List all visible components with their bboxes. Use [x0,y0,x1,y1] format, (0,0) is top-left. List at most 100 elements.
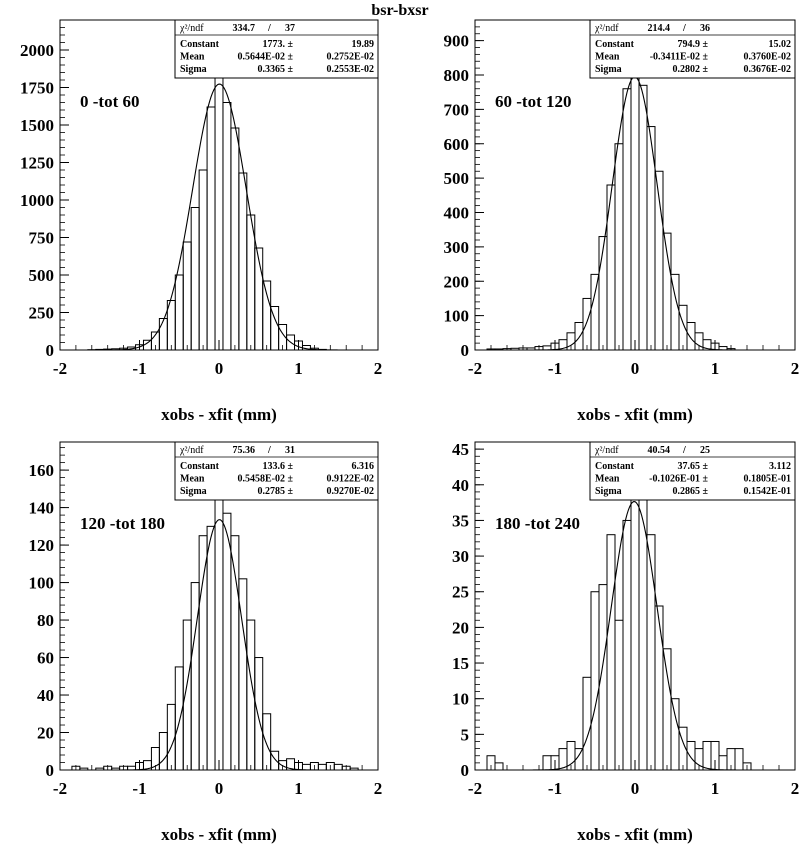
y-tick-label: 35 [452,511,469,530]
y-tick-label: 1750 [20,79,54,98]
y-tick-label: 80 [37,611,54,630]
stats-row-value: -0.1026E-01 ± [649,474,708,485]
stats-row-label: Constant [595,461,635,472]
y-tick-label: 5 [461,725,470,744]
x-tick-label: -2 [53,359,67,378]
stats-row-label: Sigma [595,486,622,497]
x-tick-label: -1 [548,779,562,798]
stats-chi2-separator: / [267,23,271,34]
y-tick-label: 700 [444,100,470,119]
x-tick-label: -2 [468,359,482,378]
x-tick-label: -1 [132,779,146,798]
stats-row-error: 0.1805E-01 [744,474,792,485]
histogram-bin [614,143,624,351]
gaussian-fit-curve [475,501,795,771]
stats-box [589,19,796,79]
histogram-panel: 0 100 200 300 400 500 600 700 800 900 -2 -1 0 1 2 xobs … [444,19,800,424]
x-tick-label: 0 [215,359,224,378]
stats-row-label: Sigma [180,486,207,497]
histogram-bin [686,740,696,771]
range-label: 0 -tot 60 [80,92,139,111]
histogram-bin [198,535,208,771]
stats-chi2-value: 40.54 [648,445,671,456]
y-tick-label: 40 [37,686,54,705]
x-tick-label: 2 [374,359,383,378]
histogram-bin [582,297,592,351]
stats-row-label: Sigma [595,64,622,75]
y-tick-label: 750 [29,229,55,248]
y-tick-label: 25 [452,583,469,602]
stats-row-label: Sigma [180,64,207,75]
x-axis-label: xobs - xfit (mm) [577,825,693,844]
histogram-bin [333,763,343,771]
stats-row-error: 0.2553E-02 [327,64,375,75]
histogram-bin [262,280,272,351]
histogram-bin [630,53,640,351]
range-label: 180 -tot 240 [495,514,580,533]
histogram-panel: 0 250 500 750 1000 1250 1500 1750 2000 -2 -1 0 1 2 xob… [20,19,383,424]
histogram-bin [670,273,680,351]
histogram-bin [678,304,688,351]
y-tick-label: 500 [29,266,55,285]
x-axis-label: xobs - xfit (mm) [161,825,277,844]
stats-row-error: 15.02 [769,39,792,50]
y-tick-label: 100 [29,574,55,593]
y-tick-label: 20 [452,618,469,637]
page-title: bsr-bxsr [371,2,429,19]
y-tick-label: 0 [46,341,55,360]
stats-row-value: 1773. ± [263,39,294,50]
y-tick-label: 100 [444,307,470,326]
histogram-bin [630,477,640,771]
histogram-panel: 0 20 40 60 80 100 120 140 160 -2 -1 0 1 2 xobs - xfit … [29,441,382,844]
y-tick-label: 60 [37,649,54,668]
y-tick-label: 1500 [20,116,54,135]
x-tick-label: 2 [791,359,800,378]
x-tick-label: 1 [294,359,303,378]
y-tick-label: 300 [444,238,470,257]
gaussian-fit-curve [475,76,795,351]
x-tick-label: 0 [215,779,224,798]
y-tick-label: 250 [29,304,55,323]
histogram-bin [214,49,224,351]
histogram-bin [174,274,184,351]
histogram-bin [662,648,672,771]
range-label: 120 -tot 180 [80,514,165,533]
stats-row-error: 3.112 [769,461,791,472]
stats-box [589,441,796,501]
stats-row-label: Constant [180,39,220,50]
y-tick-label: 120 [29,536,55,555]
stats-row-label: Constant [180,461,220,472]
histogram-bin [702,740,712,771]
y-tick-label: 2000 [20,41,54,60]
x-axis-label: xobs - xfit (mm) [161,405,277,424]
y-tick-label: 200 [444,272,470,291]
stats-chi2-label: χ²/ndf [594,445,619,456]
stats-row-value: 0.3365 ± [258,64,294,75]
stats-row-value: 0.5458E-02 ± [238,474,294,485]
gaussian-fit-curve [60,519,378,771]
histogram-bin [622,519,632,771]
x-tick-label: 0 [631,359,640,378]
histogram-bin [606,534,616,771]
histogram-bin [614,619,624,771]
stats-row-error: 19.89 [352,39,375,50]
y-tick-label: 10 [452,690,469,709]
stats-row-value: 133.6 ± [263,461,294,472]
histogram-bin [182,619,192,771]
x-tick-label: 1 [711,779,720,798]
histogram-bin [638,498,648,771]
y-tick-label: 0 [461,761,470,780]
x-axis-label: xobs - xfit (mm) [577,405,693,424]
x-tick-label: -2 [468,779,482,798]
histogram-bin [222,512,232,771]
stats-row-label: Mean [595,474,620,485]
stats-row-error: 6.316 [352,461,375,472]
histogram-bin [734,748,744,771]
y-tick-label: 900 [444,32,470,51]
y-tick-label: 600 [444,135,470,154]
histogram-bin [718,755,728,771]
y-tick-label: 30 [452,547,469,566]
y-tick-label: 15 [452,654,469,673]
histogram-bin [598,236,608,351]
